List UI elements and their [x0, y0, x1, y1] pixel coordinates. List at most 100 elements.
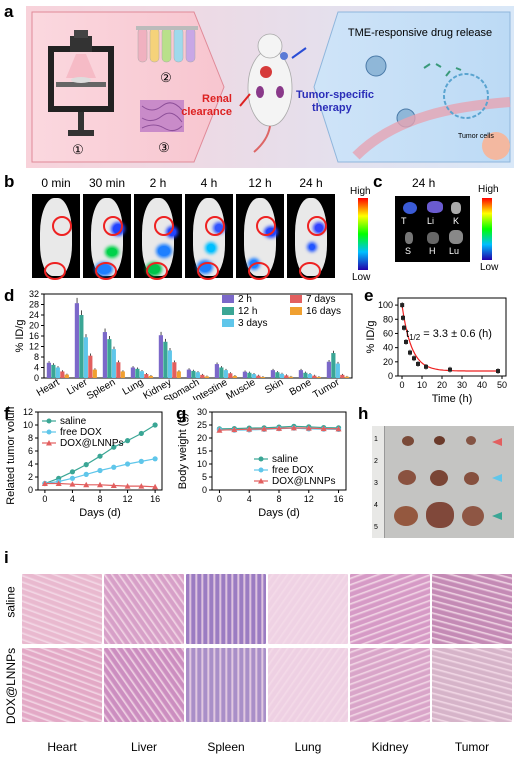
mouse-image — [185, 194, 233, 280]
data-point — [448, 367, 452, 372]
bar — [176, 371, 181, 378]
panel-f-line-chart: 0 2 4 6 8 10 12 0 4 8 12 16 Days (d) Related tumor vo… — [5, 406, 163, 519]
y-tick-label: 6 — [28, 446, 33, 456]
legend-swatch — [222, 319, 234, 327]
bar — [191, 370, 196, 378]
y-tick-label: 20 — [197, 433, 207, 443]
organ-spleen — [405, 232, 413, 244]
bar — [83, 337, 88, 378]
data-point — [152, 483, 159, 490]
sample-tubes-icon — [136, 26, 198, 63]
y-tick-label: 4 — [28, 459, 33, 469]
ruler-tick-2: 2 — [374, 458, 378, 465]
panel-a-schematic: ① ② ③ Renal clearance Tumor-specific the… — [26, 6, 514, 168]
panel-f-label: f — [4, 404, 10, 423]
fluorescence-signal — [107, 248, 117, 256]
data-point — [41, 480, 48, 486]
x-tick-label: Muscle — [225, 377, 258, 400]
legend-marker — [258, 478, 264, 484]
data-point — [335, 425, 342, 432]
tumor-sample — [398, 470, 416, 485]
panel-e-halflife: t1/2 = 3.3 ± 0.6 (h) — [406, 328, 492, 342]
histology-organ-label: Heart — [47, 740, 77, 754]
panel-h-label: h — [358, 404, 369, 423]
x-tick-label: 0 — [217, 494, 222, 504]
bladder-circle — [44, 262, 66, 280]
y-tick-label: 8 — [28, 433, 33, 443]
bar — [344, 376, 349, 378]
histology-image — [350, 648, 430, 722]
bar — [107, 339, 112, 378]
data-point — [401, 315, 405, 320]
bar — [92, 369, 97, 378]
y-tick-label: 10 — [23, 420, 33, 430]
legend-label: 3 days — [238, 318, 267, 329]
tumor-sample — [464, 472, 479, 485]
data-point — [97, 453, 103, 459]
data-point — [290, 424, 297, 431]
legend-label: DOX@LNNPs — [60, 438, 124, 449]
panel-g-label: g — [176, 404, 187, 423]
bar — [232, 375, 237, 378]
x-tick-label: 12 — [304, 494, 314, 504]
histology-image — [432, 574, 512, 644]
legend-swatch — [290, 307, 302, 315]
ruler-tick-5: 5 — [374, 524, 378, 531]
data-point — [416, 361, 420, 366]
bladder-circle — [248, 262, 270, 280]
panel-c-scale-low: Low — [480, 262, 499, 273]
x-tick-label: Skin — [263, 377, 285, 396]
panel-c-organ-image: T Li K S H Lu — [395, 196, 470, 262]
data-point — [424, 364, 428, 369]
step-2-label: ② — [160, 70, 172, 85]
data-point — [55, 480, 62, 486]
tumor-therapy-line1: Tumor-specific — [296, 89, 374, 101]
data-point — [111, 444, 117, 450]
fluorescence-signal — [309, 244, 315, 250]
y-axis-label: % ID/g — [14, 319, 26, 352]
tme-title: TME-responsive drug release — [348, 27, 492, 39]
histology-organ-label: Spleen — [207, 740, 245, 754]
x-tick-label: 8 — [97, 494, 102, 504]
bar — [163, 341, 168, 378]
mouse-image — [236, 194, 284, 280]
histology-image — [104, 648, 184, 722]
x-tick-label: 0 — [42, 494, 47, 504]
bar — [130, 367, 135, 378]
x-tick-label: 12 — [123, 494, 133, 504]
y-tick-label: 0 — [202, 485, 207, 495]
tumor-sample — [462, 506, 484, 526]
legend-label: DOX@LNNPs — [272, 476, 336, 487]
data-point — [408, 350, 412, 355]
x-axis-label: Days (d) — [79, 507, 121, 519]
panel-i-label: i — [4, 548, 9, 567]
histology-image — [22, 648, 102, 722]
bar — [335, 363, 340, 378]
y-tick-label: 60 — [383, 328, 393, 338]
row-label-dox: DOX@LNNPs — [4, 647, 19, 725]
histology-organ-label: Lung — [294, 740, 322, 754]
y-tick-label: 100 — [378, 300, 393, 310]
bar — [116, 362, 121, 378]
organ-kidney — [451, 202, 461, 214]
bar — [111, 349, 116, 378]
panel-h-tumor-photo: 1 2 3 4 5 — [372, 426, 514, 538]
bar — [64, 374, 69, 378]
y-tick-label: 20 — [29, 321, 39, 331]
y-tick-label: 24 — [29, 310, 39, 320]
bar — [167, 350, 172, 378]
x-tick-label: 8 — [276, 494, 281, 504]
data-point — [400, 303, 405, 308]
bar — [74, 303, 79, 378]
x-tick-label: Tumor — [311, 377, 342, 400]
data-point — [69, 469, 76, 475]
histology-organ-label: Kidney — [371, 740, 409, 754]
y-tick-label: 12 — [23, 407, 33, 417]
panel-b-time-label: 0 min — [41, 176, 71, 190]
bar — [307, 374, 312, 378]
ruler-tick-3: 3 — [374, 480, 378, 487]
histology-organ-label: Liver — [130, 740, 157, 754]
histology-image — [22, 574, 102, 644]
bar — [186, 369, 191, 378]
